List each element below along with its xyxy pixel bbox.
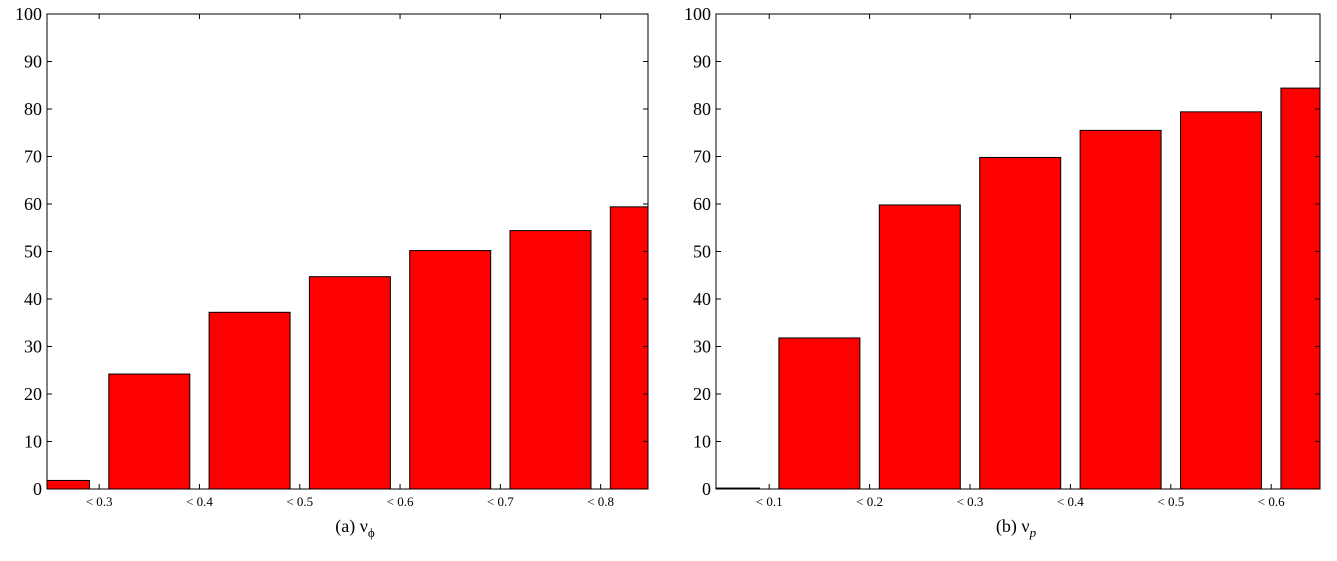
bar	[47, 479, 90, 489]
y-tick-label: 50	[693, 242, 711, 262]
x-tick-label: < 0.4	[1057, 494, 1084, 509]
x-tick-label: < 0.3	[957, 494, 984, 509]
x-tick-label: < 0.3	[86, 494, 113, 509]
y-tick-label: 0	[33, 479, 42, 499]
bar	[609, 206, 648, 489]
y-tick-label: 0	[702, 479, 711, 499]
y-tick-label: 20	[24, 384, 42, 404]
chart-panel-0: 0 10 20 30 40 50 60 70 80 90 100 < 0.3 < 0.4 < 0.5 < 0…	[15, 4, 649, 540]
y-tick-label: 60	[24, 194, 42, 214]
x-tick-label: < 0.1	[756, 494, 783, 509]
caption-label: (a) ν	[335, 516, 368, 537]
bar	[1280, 87, 1320, 489]
y-tick-label: 80	[693, 99, 711, 119]
bar	[878, 204, 961, 489]
bar	[1079, 129, 1162, 489]
panel-caption: (a) νϕ	[335, 516, 375, 540]
y-tick-label: 70	[693, 147, 711, 167]
bar	[1180, 111, 1262, 489]
x-tick-label: < 0.2	[856, 494, 883, 509]
x-tick-label: < 0.5	[1157, 494, 1184, 509]
y-tick-label: 60	[693, 194, 711, 214]
x-tick-label: < 0.7	[487, 494, 514, 509]
y-tick-label: 80	[24, 99, 42, 119]
y-tick-label: 30	[24, 337, 42, 357]
x-tick-label: < 0.6	[387, 494, 414, 509]
y-tick-label: 40	[693, 289, 711, 309]
x-tick-label: < 0.5	[286, 494, 313, 509]
bars-group	[47, 206, 648, 489]
y-tick-label: 100	[15, 4, 42, 24]
y-tick-label: 30	[693, 337, 711, 357]
x-tick-label: < 0.8	[587, 494, 614, 509]
bar	[979, 156, 1062, 489]
bar	[208, 311, 291, 489]
bar	[778, 337, 861, 489]
caption-label: (b) ν	[996, 516, 1030, 537]
y-tick-label: 20	[693, 384, 711, 404]
x-tick-label: < 0.6	[1258, 494, 1285, 509]
y-tick-label: 90	[24, 52, 42, 72]
bar	[308, 276, 391, 489]
caption-subscript: p	[1029, 525, 1037, 540]
y-tick-label: 90	[693, 52, 711, 72]
bar	[409, 250, 492, 489]
y-tick-label: 10	[24, 432, 42, 452]
panel-caption: (b) νp	[996, 516, 1037, 540]
y-tick-label: 40	[24, 289, 42, 309]
bar	[108, 373, 191, 489]
y-tick-label: 10	[693, 432, 711, 452]
y-tick-label: 70	[24, 147, 42, 167]
bar	[509, 230, 592, 489]
caption-subscript: ϕ	[368, 525, 375, 540]
y-tick-label: 50	[24, 242, 42, 262]
chart-panel-1: 0 10 20 30 40 50 60 70 80 90 100 < 0.1 < 0.2 < 0.3 < 0…	[684, 4, 1321, 540]
x-tick-label: < 0.4	[186, 494, 213, 509]
y-tick-label: 100	[684, 4, 711, 24]
bars-group	[716, 87, 1320, 489]
